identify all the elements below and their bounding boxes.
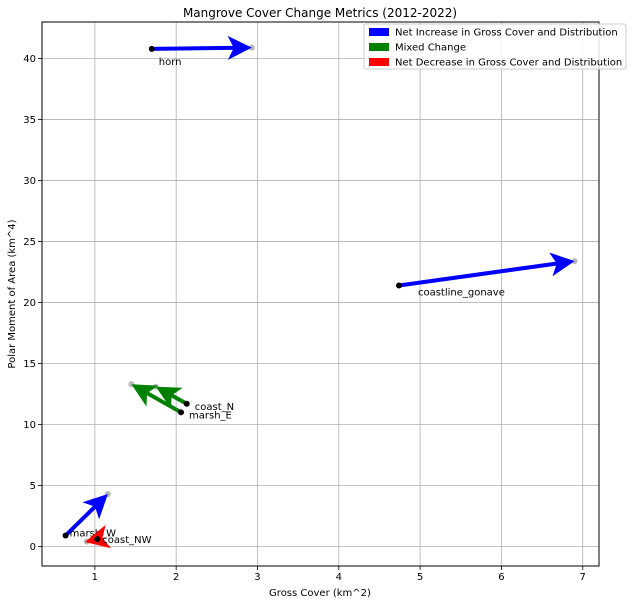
axis-ticks: 1 2 3 4 5 6 7 0 5 10 15 20 25 30 35 40 xyxy=(23,54,586,583)
end-point xyxy=(152,383,159,390)
change-arrow xyxy=(398,252,575,288)
x-tick-label: 5 xyxy=(417,572,423,583)
chart-title: Mangrove Cover Change Metrics (2012-2022… xyxy=(183,6,457,20)
start-point xyxy=(62,532,69,539)
change-arrow xyxy=(155,386,188,409)
end-point xyxy=(128,381,135,388)
x-tick-label: 6 xyxy=(498,572,504,583)
point-label: coast_N xyxy=(195,402,234,413)
legend-label: Mixed Change xyxy=(395,43,466,54)
x-tick-label: 4 xyxy=(336,572,342,583)
legend-label: Net Decrease in Gross Cover and Distribu… xyxy=(395,58,622,69)
y-tick-label: 20 xyxy=(23,298,36,309)
arrow-marsh_E: marsh_E xyxy=(128,381,232,421)
point-label: coastline_gonave xyxy=(418,287,505,298)
y-tick-label: 5 xyxy=(30,481,36,492)
change-arrow xyxy=(131,384,183,415)
start-point xyxy=(148,45,155,52)
legend-label: Net Increase in Gross Cover and Distribu… xyxy=(395,28,618,39)
end-point xyxy=(571,258,578,265)
point-label: marsh_E xyxy=(189,410,232,421)
arrow-marsh_W: marsh_W xyxy=(62,491,116,540)
arrow-horn: horn xyxy=(148,35,255,68)
change-arrow xyxy=(64,494,108,537)
y-tick-label: 35 xyxy=(23,115,36,126)
start-point xyxy=(178,409,185,416)
start-point xyxy=(395,282,402,289)
x-tick-label: 1 xyxy=(92,572,98,583)
arrow-coast_N: coast_N xyxy=(152,383,234,413)
y-tick-label: 40 xyxy=(23,54,36,65)
plot-area-frame xyxy=(41,21,600,567)
grid-lines xyxy=(42,22,599,566)
legend-swatch xyxy=(369,28,389,36)
point-label: coast_NW xyxy=(102,535,151,546)
legend-swatch xyxy=(369,58,389,66)
arrow-coast_NW: coast_NW xyxy=(83,524,152,549)
start-point xyxy=(183,400,190,407)
x-tick-label: 3 xyxy=(254,572,260,583)
legend-frame xyxy=(363,23,627,70)
y-tick-label: 25 xyxy=(23,237,36,248)
y-tick-label: 15 xyxy=(23,359,36,370)
legend: Net Increase in Gross Cover and Distribu… xyxy=(363,23,627,70)
end-point xyxy=(248,44,255,51)
point-label: horn xyxy=(159,57,182,68)
arrow-coastline_gonave: coastline_gonave xyxy=(395,252,578,298)
y-tick-label: 10 xyxy=(23,420,36,431)
legend-swatch xyxy=(369,43,389,51)
y-tick-label: 0 xyxy=(30,542,36,553)
y-axis-label: Polar Moment of Area (km^4) xyxy=(7,219,18,368)
end-point xyxy=(104,491,111,498)
x-tick-label: 2 xyxy=(173,572,179,583)
change-arrow xyxy=(151,35,252,60)
start-point xyxy=(94,536,101,543)
y-tick-label: 30 xyxy=(23,176,36,187)
x-axis-label: Gross Cover (km^2) xyxy=(269,588,371,599)
x-tick-label: 7 xyxy=(580,572,586,583)
